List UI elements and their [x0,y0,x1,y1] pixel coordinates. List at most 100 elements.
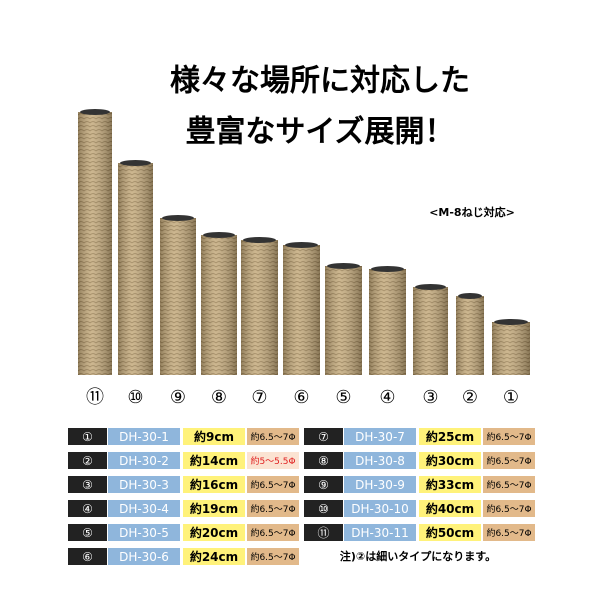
cell-no [304,428,343,445]
post-top [285,242,318,248]
cell-model-text: DH-30-8 [355,454,405,468]
cell-no [304,452,343,469]
post-shade [325,266,362,375]
cell-model [108,548,180,565]
cell-length [419,452,481,469]
cell-diameter [247,548,299,565]
cell-length-text: 約25cm [426,429,474,444]
cell-diameter-text: 約6.5～7Φ [250,431,295,443]
post-label: ⑥ [293,387,309,408]
post-top [203,232,235,238]
cell-length [183,524,245,541]
cell-model-text: DH-30-6 [119,550,169,564]
cell-model-text: DH-30-7 [355,430,405,444]
post-shade [201,235,237,375]
posts: ⑪ ⑩ ⑨ ⑧ ⑦ ⑥ ⑤ ④ ③ ② ① [78,109,530,408]
cell-length-text: 約14cm [190,453,238,468]
cell-no-text: ⑥ [82,550,93,564]
cell-model-text: DH-30-10 [351,502,408,516]
cell-length-text: 約30cm [426,453,474,468]
cell-model [108,452,180,469]
cell-model [108,428,180,445]
cell-length-text: 約40cm [426,501,474,516]
post-shade [241,240,278,375]
cell-length [419,524,481,541]
post-top [162,215,194,221]
post-top [494,319,528,325]
cell-length [183,548,245,565]
cell-model-text: DH-30-4 [119,502,169,516]
cell-model-text: DH-30-9 [355,478,405,492]
post-label: ⑤ [335,387,351,408]
cell-no-text: ② [82,454,93,468]
post-top [327,263,360,269]
cell-diameter [483,524,535,541]
post-shade [118,163,153,375]
cell-no [304,500,343,517]
cell-length [183,428,245,445]
cell-diameter [483,428,535,445]
cell-length [419,500,481,517]
cell-model-text: DH-30-2 [119,454,169,468]
cell-model [344,524,416,541]
post-shade [160,218,196,375]
cell-no-text: ④ [82,502,93,516]
cell-no-text: ③ [82,478,93,492]
post-label: ④ [379,387,395,408]
cell-length-text: 約9cm [194,429,234,444]
cell-no-text: ⑤ [82,526,93,540]
cell-no [68,476,107,493]
post-top [415,284,446,290]
post-shade [369,269,406,375]
cell-model [108,524,180,541]
cell-diameter [483,452,535,469]
cell-diameter-text: 約6.5～7Φ [486,431,531,443]
cell-diameter [483,500,535,517]
cell-no-text: ⑩ [318,502,329,516]
post-top [371,266,404,272]
post-label: ⑨ [170,387,186,408]
size-table: ① DH-30-1 約9cm 約6.5～7Φ ② DH-30-2 約14cm 約5～5.5Φ ③… [68,428,535,565]
cell-model-text: DH-30-11 [351,526,408,540]
cell-model [344,428,416,445]
cell-diameter [483,476,535,493]
post-shade [78,112,112,375]
post-top [120,160,151,166]
cell-model [344,500,416,517]
cell-no [68,452,107,469]
cell-diameter [247,452,299,469]
cell-no [68,524,107,541]
note: <M-8ねじ対応> [429,205,515,219]
cell-no-text: ① [82,430,93,444]
cell-no [68,500,107,517]
post-label: ⑧ [211,387,227,408]
cell-no-text: ⑧ [318,454,329,468]
cell-diameter-text: 約6.5～7Φ [250,503,295,515]
cell-length-text: 約16cm [190,477,238,492]
post-shade [456,296,484,375]
cell-length [183,476,245,493]
footnote: 注)②は細いタイプになります。 [340,549,496,563]
cell-diameter [247,428,299,445]
cell-model [108,500,180,517]
cell-model [344,476,416,493]
cell-model-text: DH-30-1 [119,430,169,444]
cell-length [183,452,245,469]
cell-diameter-text: 約6.5～7Φ [250,527,295,539]
cell-diameter [247,476,299,493]
cell-no [304,476,343,493]
cell-diameter-text: 約6.5～7Φ [486,527,531,539]
post-top [80,109,110,115]
cell-diameter-text: 約6.5～7Φ [486,455,531,467]
post-label: ⑦ [251,387,267,408]
cell-model-text: DH-30-5 [119,526,169,540]
cell-diameter-text: 約6.5～7Φ [250,551,295,563]
cell-length-text: 約19cm [190,501,238,516]
cell-length-text: 約24cm [190,549,238,564]
post-label: ⑩ [127,387,143,408]
cell-diameter [247,524,299,541]
cell-no-text: ⑪ [317,526,329,540]
cell-length-text: 約33cm [426,477,474,492]
cell-diameter-text: 約5～5.5Φ [250,455,295,467]
